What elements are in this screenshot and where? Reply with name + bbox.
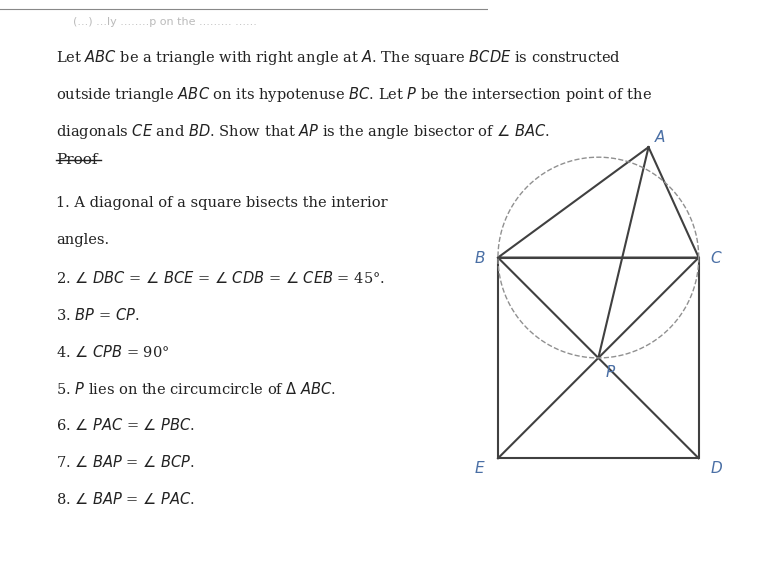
Text: $\it{P}$: $\it{P}$ bbox=[604, 364, 616, 380]
Text: $\it{C}$: $\it{C}$ bbox=[711, 249, 723, 266]
Text: $\it{E}$: $\it{E}$ bbox=[474, 460, 486, 477]
Text: diagonals $\it{CE}$ and $\it{BD}$. Show that $\it{AP}$ is the angle bisector of : diagonals $\it{CE}$ and $\it{BD}$. Show … bbox=[56, 122, 550, 141]
Text: Proof: Proof bbox=[56, 153, 98, 168]
Text: $\it{B}$: $\it{B}$ bbox=[474, 249, 486, 266]
Text: (...) ...ly ........p on the ......... ......: (...) ...ly ........p on the ......... .… bbox=[73, 17, 257, 27]
Text: 5. $\it{P}$ lies on the circumcircle of $\Delta$ $\it{ABC}$.: 5. $\it{P}$ lies on the circumcircle of … bbox=[56, 381, 336, 396]
Text: 2. $\angle$ $\it{DBC}$ = $\angle$ $\it{BCE}$ = $\angle$ $\it{CDB}$ = $\angle$ $\: 2. $\angle$ $\it{DBC}$ = $\angle$ $\it{B… bbox=[56, 270, 385, 286]
Text: 6. $\angle$ $\it{PAC}$ = $\angle$ $\it{PBC}$.: 6. $\angle$ $\it{PAC}$ = $\angle$ $\it{P… bbox=[56, 417, 195, 433]
Text: $\it{D}$: $\it{D}$ bbox=[710, 460, 723, 477]
Text: Let $\it{ABC}$ be a triangle with right angle at $\it{A}$. The square $\it{BCDE}: Let $\it{ABC}$ be a triangle with right … bbox=[56, 48, 621, 67]
Text: 7. $\angle$ $\it{BAP}$ = $\angle$ $\it{BCP}$.: 7. $\angle$ $\it{BAP}$ = $\angle$ $\it{B… bbox=[56, 454, 195, 470]
Text: outside triangle $\it{ABC}$ on its hypotenuse $\it{BC}$. Let $\it{P}$ be the int: outside triangle $\it{ABC}$ on its hypot… bbox=[56, 85, 652, 104]
Text: 1. A diagonal of a square bisects the interior: 1. A diagonal of a square bisects the in… bbox=[56, 196, 388, 210]
Text: angles.: angles. bbox=[56, 233, 109, 247]
Text: 4. $\angle$ $\it{CPB}$ = 90°: 4. $\angle$ $\it{CPB}$ = 90° bbox=[56, 344, 170, 360]
Text: 8. $\angle$ $\it{BAP}$ = $\angle$ $\it{PAC}$.: 8. $\angle$ $\it{BAP}$ = $\angle$ $\it{P… bbox=[56, 491, 195, 507]
Text: $\it{A}$: $\it{A}$ bbox=[654, 129, 666, 145]
Text: 3. $\it{BP}$ = $\it{CP}$.: 3. $\it{BP}$ = $\it{CP}$. bbox=[56, 307, 140, 323]
